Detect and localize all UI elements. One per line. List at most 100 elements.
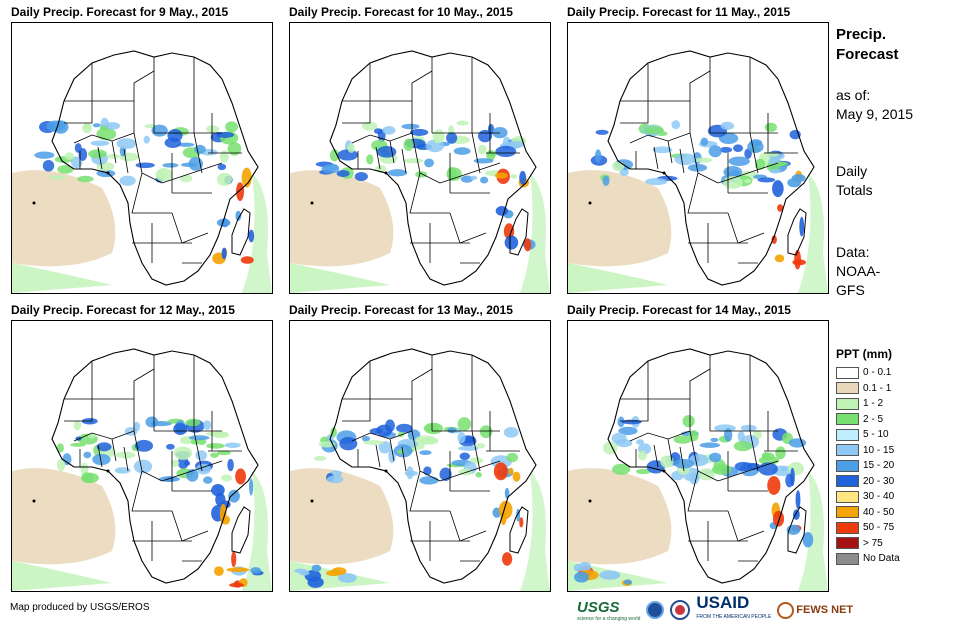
precip-cell — [524, 238, 532, 252]
usaid-tagline: FROM THE AMERICAN PEOPLE — [696, 614, 772, 620]
precip-cell — [179, 174, 193, 183]
precip-cell — [329, 149, 340, 162]
africa-map-svg — [290, 50, 550, 293]
indian-ocean-rain — [520, 471, 550, 591]
precip-cell — [453, 147, 471, 155]
country-border — [73, 132, 135, 144]
precip-cell — [83, 451, 92, 459]
ocean-light-rain — [12, 263, 112, 293]
legend-swatch — [836, 506, 859, 519]
precip-cell — [652, 146, 673, 154]
legend-label: 2 - 5 — [863, 413, 884, 425]
precip-cell — [470, 175, 478, 180]
precip-cell — [635, 439, 644, 445]
precip-cell — [458, 445, 479, 451]
country-border — [409, 470, 450, 512]
sidebar-title: Precip. Forecast — [836, 25, 899, 65]
precip-cell — [376, 424, 393, 437]
precip-cell — [57, 165, 74, 174]
country-border — [687, 470, 728, 512]
data-line-2: NOAA- — [836, 263, 881, 279]
precip-cell — [339, 437, 358, 451]
precip-cell — [788, 438, 807, 448]
precip-cell — [235, 468, 246, 485]
country-border — [679, 148, 685, 174]
precip-cell — [135, 162, 155, 169]
precip-cell — [82, 123, 92, 134]
precip-cell — [733, 144, 744, 153]
precip-cell — [162, 162, 179, 168]
precip-cell — [96, 442, 112, 452]
precip-cell — [486, 151, 499, 157]
precip-cell — [219, 503, 227, 524]
africa-coastline — [607, 50, 815, 286]
precip-cell — [337, 149, 359, 161]
country-border — [351, 132, 413, 144]
precip-cell — [737, 431, 745, 442]
storm-cell — [299, 570, 310, 576]
asof-date: May 9, 2015 — [836, 106, 914, 122]
title-line-2: Forecast — [836, 46, 899, 63]
precip-cell — [771, 235, 777, 245]
precip-cell — [196, 463, 211, 475]
island-dot — [32, 499, 36, 503]
precip-cell — [42, 159, 55, 172]
precip-cell — [211, 484, 225, 497]
africa-coastline — [51, 348, 259, 584]
precip-cell — [166, 443, 175, 450]
precip-cell — [116, 451, 136, 459]
precip-cell — [361, 435, 371, 442]
precip-cell — [757, 177, 776, 183]
precip-cell — [617, 416, 625, 428]
storm-cell — [578, 561, 592, 572]
precip-cell — [772, 510, 785, 527]
precip-cell — [203, 476, 213, 484]
ocean-light-rain — [568, 263, 668, 293]
precip-cell — [397, 449, 404, 454]
madagascar-outline — [787, 506, 807, 554]
precip-cell — [490, 455, 513, 469]
storm-cell — [574, 571, 589, 583]
precip-cell — [495, 145, 517, 158]
precip-cell — [206, 125, 220, 133]
precip-cell — [240, 256, 254, 264]
precip-cell — [107, 153, 120, 159]
precip-cell — [734, 461, 752, 472]
indian-ocean-rain — [520, 173, 550, 293]
country-border — [375, 146, 381, 170]
precip-cell — [378, 441, 392, 454]
country-border — [411, 70, 433, 101]
precip-cell — [203, 420, 212, 431]
country-border — [620, 398, 691, 431]
precip-cell — [645, 177, 668, 186]
precip-cell — [150, 421, 172, 427]
country-border — [727, 510, 765, 542]
precip-cell — [754, 158, 766, 171]
precip-cell — [761, 452, 770, 460]
country-border — [727, 212, 765, 244]
precip-cell — [733, 441, 752, 452]
precip-cell — [793, 509, 800, 520]
legend-swatch — [836, 366, 859, 379]
precip-cell — [479, 425, 493, 439]
precip-cell — [724, 428, 733, 442]
ppt-legend: PPT (mm) 0 - 0.1 0.1 - 1 1 - 2 2 - 5 5 - 10 1… — [836, 347, 900, 567]
legend-item: No Data — [836, 551, 900, 567]
precip-cell — [387, 169, 408, 177]
precip-cell — [104, 122, 121, 130]
precip-cell — [347, 143, 356, 153]
storm-cell — [307, 576, 324, 588]
precip-cell — [459, 452, 470, 461]
country-border — [409, 172, 450, 214]
noaa-logo — [646, 601, 665, 619]
precip-cell — [326, 475, 344, 484]
legend-swatch — [836, 490, 859, 503]
precip-cell — [424, 158, 434, 168]
panel-title: Daily Precip. Forecast for 13 May., 2015 — [289, 303, 513, 317]
precip-cell — [241, 167, 252, 188]
island-dot — [384, 171, 388, 175]
island-dot — [32, 201, 36, 205]
storm-cell — [229, 582, 245, 588]
panel-title: Daily Precip. Forecast for 9 May., 2015 — [11, 5, 229, 19]
precip-cell — [71, 156, 83, 169]
